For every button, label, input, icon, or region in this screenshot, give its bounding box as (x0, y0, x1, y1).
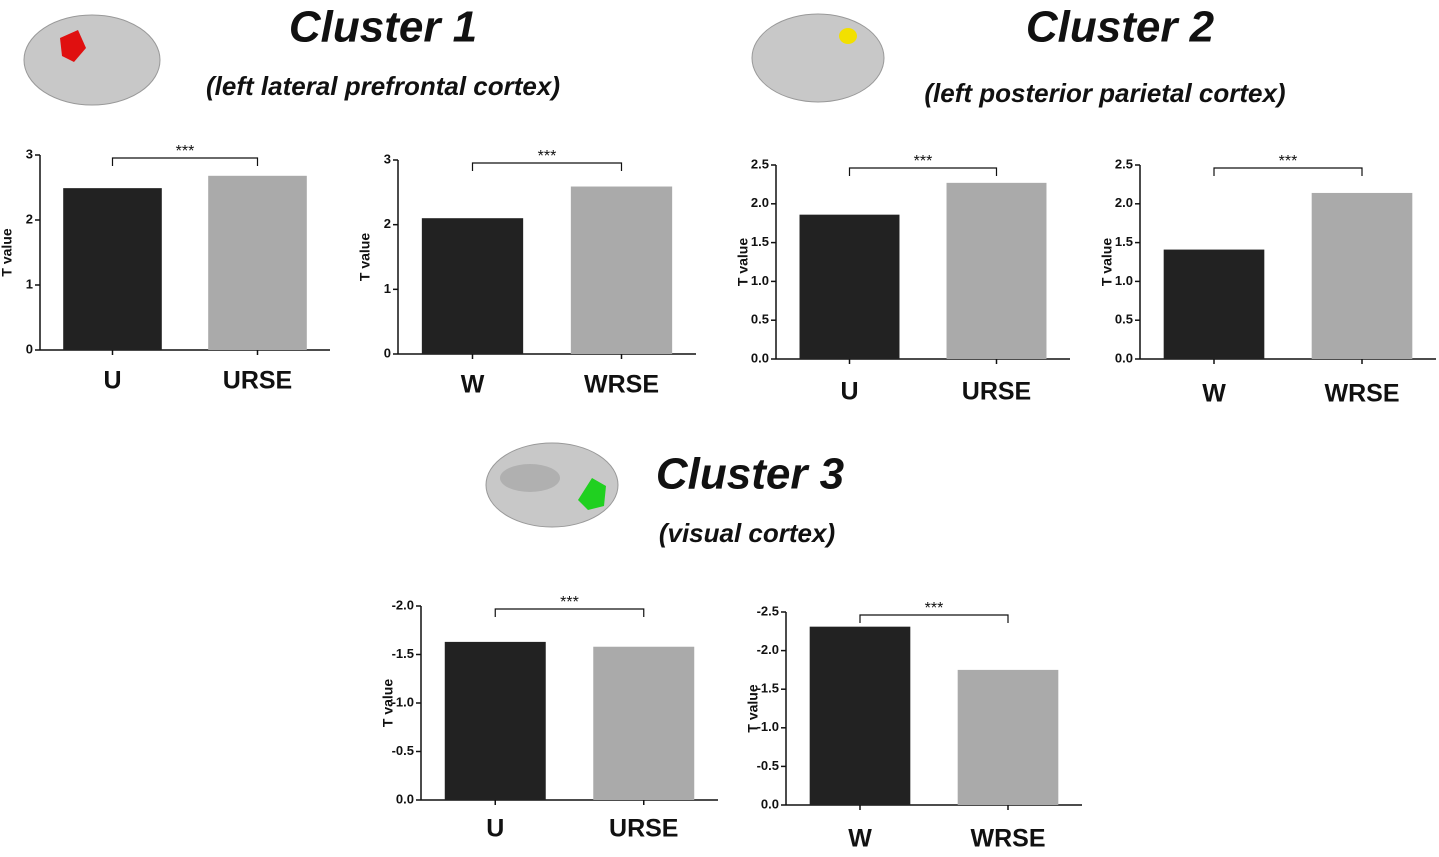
y-tick-label: 0 (384, 345, 391, 360)
significance-label: *** (1279, 153, 1298, 170)
y-tick-label: 2.0 (1115, 195, 1133, 210)
y-tick-label: -1.0 (757, 719, 779, 734)
significance-bracket (848, 167, 998, 176)
y-tick-label: 0.0 (751, 350, 769, 365)
y-tick-label: 1.0 (751, 273, 769, 288)
bar (799, 214, 900, 359)
significance-bracket (111, 157, 259, 166)
bar (1163, 249, 1265, 359)
bar (421, 218, 524, 354)
y-tick-label: 3 (26, 146, 33, 161)
y-axis-label: T value (0, 228, 15, 276)
x-tick-label: WRSE (584, 371, 659, 399)
x-tick-label: W (848, 825, 872, 853)
cluster-subtitle: (visual cortex) (659, 518, 835, 548)
x-tick-label: W (1202, 380, 1226, 408)
cluster-subtitle: (left lateral prefrontal cortex) (206, 71, 560, 101)
y-tick-label: 0.0 (761, 796, 779, 811)
x-tick-label: URSE (223, 367, 292, 395)
bar (570, 186, 673, 354)
y-tick-label: 0.5 (1115, 312, 1133, 327)
y-axis-label: T value (735, 238, 751, 286)
significance-label: *** (176, 143, 195, 160)
cluster-subtitle: (left posterior parietal cortex) (924, 78, 1285, 108)
y-tick-label: 3 (384, 151, 391, 166)
cluster-title: Cluster 1 (289, 3, 477, 52)
y-tick-label: 2.5 (751, 156, 769, 171)
y-tick-label: -1.5 (392, 646, 414, 661)
y-tick-label: 1 (384, 281, 391, 296)
y-tick-label: -1.5 (757, 681, 779, 696)
y-tick-label: 0.0 (1115, 350, 1133, 365)
bar (1311, 192, 1413, 359)
bar (946, 182, 1047, 359)
brain-icon (751, 13, 885, 103)
significance-label: *** (560, 594, 579, 611)
bar (444, 641, 546, 800)
x-tick-label: URSE (962, 378, 1031, 406)
y-tick-label: 2 (26, 211, 33, 226)
y-tick-label: -0.5 (757, 758, 779, 773)
bar (957, 669, 1059, 805)
y-tick-label: 1.5 (1115, 234, 1133, 249)
cluster-title: Cluster 2 (1026, 3, 1215, 52)
y-axis-label: T value (745, 684, 761, 732)
bar (63, 188, 162, 350)
significance-label: *** (925, 600, 944, 617)
y-tick-label: 2.0 (751, 195, 769, 210)
bar (208, 175, 307, 350)
y-tick-label: 0.5 (751, 312, 769, 327)
y-tick-label: 1.5 (751, 234, 769, 249)
cluster-title: Cluster 3 (656, 450, 844, 499)
significance-bracket (494, 608, 645, 617)
x-tick-label: U (840, 378, 858, 406)
x-tick-label: U (486, 815, 504, 843)
x-tick-label: WRSE (1325, 380, 1400, 408)
y-tick-label: -2.0 (757, 642, 779, 657)
brain-icon (23, 14, 161, 106)
x-tick-label: WRSE (971, 825, 1046, 853)
bar (593, 646, 695, 800)
y-axis-label: T value (380, 679, 396, 727)
significance-bracket (471, 162, 623, 171)
brain-icon (485, 442, 619, 528)
y-tick-label: 0.0 (396, 791, 414, 806)
y-tick-label: -2.0 (392, 597, 414, 612)
y-tick-label: -0.5 (392, 743, 414, 758)
bar (809, 626, 911, 805)
y-tick-label: -1.0 (392, 694, 414, 709)
significance-bracket (1213, 167, 1363, 176)
x-tick-label: URSE (609, 815, 678, 843)
x-tick-label: U (103, 367, 121, 395)
y-tick-label: 2 (384, 216, 391, 231)
y-tick-label: 1.0 (1115, 273, 1133, 288)
x-tick-label: W (461, 371, 485, 399)
y-axis-label: T value (357, 233, 373, 281)
significance-bracket (859, 614, 1009, 623)
y-tick-label: 2.5 (1115, 156, 1133, 171)
y-tick-label: 1 (26, 276, 33, 291)
y-axis-label: T value (1099, 238, 1115, 286)
y-tick-label: -2.5 (757, 603, 779, 618)
y-tick-label: 0 (26, 341, 33, 356)
significance-label: *** (914, 153, 933, 170)
significance-label: *** (538, 148, 557, 165)
